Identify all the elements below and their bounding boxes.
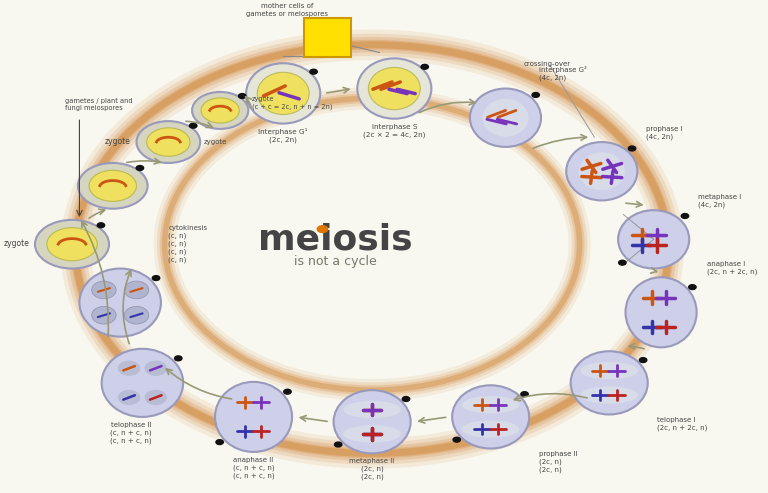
Text: zygote: zygote	[204, 139, 227, 145]
Ellipse shape	[257, 72, 310, 114]
Circle shape	[681, 213, 689, 218]
Ellipse shape	[625, 277, 697, 348]
Circle shape	[532, 93, 539, 98]
Text: anaphase I
(2c, n + 2c, n): anaphase I (2c, n + 2c, n)	[707, 261, 757, 275]
Ellipse shape	[462, 421, 520, 438]
Circle shape	[47, 228, 98, 261]
Ellipse shape	[578, 152, 625, 190]
Text: crossing-over: crossing-over	[524, 61, 571, 67]
Text: Interphase G¹
(2c, 2n): Interphase G¹ (2c, 2n)	[259, 129, 308, 143]
Text: telophase I
(2c, n + 2c, n): telophase I (2c, n + 2c, n)	[657, 417, 708, 431]
Text: zygote: zygote	[3, 239, 29, 248]
Ellipse shape	[247, 63, 320, 124]
Circle shape	[283, 389, 291, 394]
Circle shape	[619, 260, 626, 265]
Ellipse shape	[343, 425, 401, 443]
Circle shape	[310, 69, 317, 74]
Ellipse shape	[118, 360, 141, 376]
Circle shape	[453, 437, 461, 442]
Ellipse shape	[118, 390, 141, 405]
Ellipse shape	[101, 349, 183, 417]
Text: gametes / plant and
fungi meiospores: gametes / plant and fungi meiospores	[65, 98, 132, 111]
Text: anaphase II
(c, n + c, n)
(c, n + c, n): anaphase II (c, n + c, n) (c, n + c, n)	[233, 457, 274, 479]
Ellipse shape	[581, 362, 638, 380]
Text: meiosis: meiosis	[258, 222, 412, 256]
Circle shape	[174, 356, 182, 361]
Ellipse shape	[343, 401, 401, 418]
Text: metaphase I
(4c, 2n): metaphase I (4c, 2n)	[698, 194, 741, 208]
Ellipse shape	[91, 306, 116, 324]
Ellipse shape	[581, 387, 638, 404]
Text: interphase S
(2c × 2 = 4c, 2n): interphase S (2c × 2 = 4c, 2n)	[363, 124, 425, 138]
Text: telophase II
(c, n + c, n)
(c, n + c, n): telophase II (c, n + c, n) (c, n + c, n)	[111, 422, 152, 444]
Ellipse shape	[91, 281, 116, 299]
Ellipse shape	[144, 360, 167, 376]
Circle shape	[98, 223, 104, 228]
FancyBboxPatch shape	[304, 18, 352, 57]
Circle shape	[402, 396, 409, 401]
Ellipse shape	[124, 306, 149, 324]
Circle shape	[35, 220, 109, 269]
Circle shape	[152, 276, 160, 281]
Ellipse shape	[79, 269, 161, 337]
Circle shape	[192, 92, 248, 129]
Circle shape	[640, 357, 647, 362]
Ellipse shape	[357, 58, 432, 119]
Circle shape	[317, 226, 328, 233]
Ellipse shape	[124, 281, 149, 299]
Ellipse shape	[333, 390, 411, 454]
Ellipse shape	[369, 68, 420, 109]
Ellipse shape	[470, 89, 541, 147]
Ellipse shape	[452, 386, 529, 449]
Circle shape	[335, 442, 342, 447]
Text: prophase I
(4c, 2n): prophase I (4c, 2n)	[646, 126, 683, 140]
Circle shape	[136, 166, 144, 171]
Text: zygote: zygote	[104, 137, 131, 145]
Circle shape	[239, 94, 246, 99]
Ellipse shape	[571, 351, 647, 415]
Text: is not a cycle: is not a cycle	[293, 255, 376, 268]
Circle shape	[147, 128, 190, 156]
Text: metaphase II
(2c, n)
(2c, n): metaphase II (2c, n) (2c, n)	[349, 458, 395, 480]
Text: zygote
(c + c = 2c, n + n = 2n): zygote (c + c = 2c, n + n = 2n)	[252, 96, 333, 110]
Ellipse shape	[618, 210, 689, 269]
Circle shape	[137, 121, 200, 163]
Text: interphase G²
(4c, 2n): interphase G² (4c, 2n)	[539, 66, 587, 81]
Circle shape	[89, 170, 137, 201]
Ellipse shape	[462, 396, 520, 414]
Circle shape	[421, 65, 429, 69]
Ellipse shape	[566, 142, 637, 201]
Circle shape	[78, 163, 147, 209]
Circle shape	[521, 392, 528, 396]
Text: cytokinesis
(c, n)
(c, n)
(c, n)
(c, n): cytokinesis (c, n) (c, n) (c, n) (c, n)	[168, 225, 207, 263]
Circle shape	[201, 98, 240, 123]
Circle shape	[628, 146, 636, 151]
Circle shape	[190, 123, 197, 128]
Text: mother cells of
gametes or meiospores: mother cells of gametes or meiospores	[246, 3, 328, 17]
Ellipse shape	[482, 99, 528, 137]
Circle shape	[689, 284, 696, 289]
Circle shape	[216, 440, 223, 445]
Ellipse shape	[144, 390, 167, 405]
Ellipse shape	[215, 382, 292, 452]
Text: prophase II
(2c, n)
(2c, n): prophase II (2c, n) (2c, n)	[539, 451, 578, 473]
